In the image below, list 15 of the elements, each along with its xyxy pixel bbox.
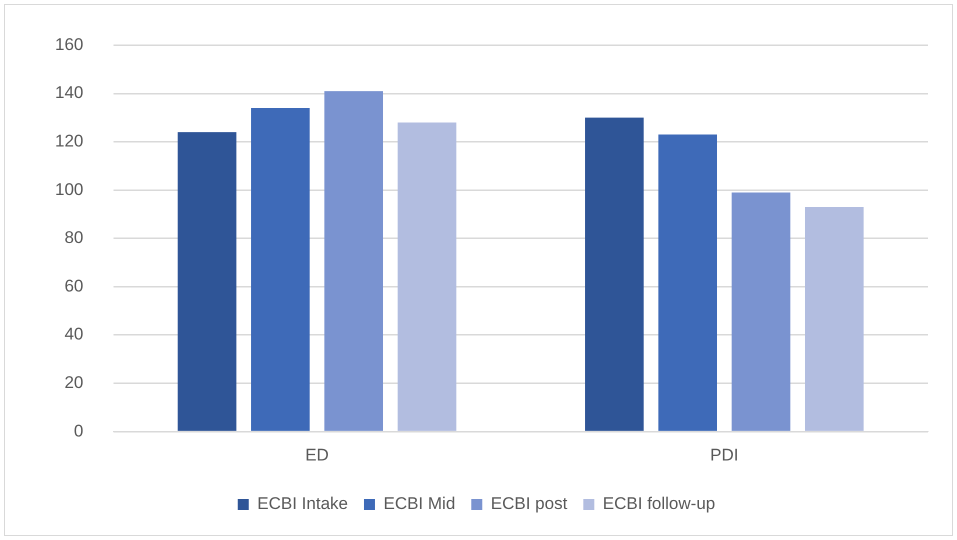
- x-tick-label: PDI: [710, 445, 739, 464]
- y-tick-label: 60: [64, 276, 84, 296]
- y-tick-label: 100: [54, 180, 84, 199]
- y-tick-label: 0: [74, 421, 84, 440]
- y-tick-label: 20: [64, 372, 84, 392]
- y-tick-label: 80: [64, 228, 84, 248]
- y-tick-label: 120: [54, 131, 84, 150]
- legend-label: ECBI post: [490, 494, 568, 514]
- y-tick-label: 40: [64, 324, 84, 344]
- legend-label: ECBI Mid: [383, 494, 456, 514]
- y-tick-label: 140: [54, 83, 84, 102]
- x-tick-label: ED: [305, 445, 329, 464]
- y-tick-label: 160: [54, 34, 84, 54]
- legend-label: ECBI Intake: [257, 494, 348, 514]
- legend-label: ECBI follow-up: [602, 494, 716, 514]
